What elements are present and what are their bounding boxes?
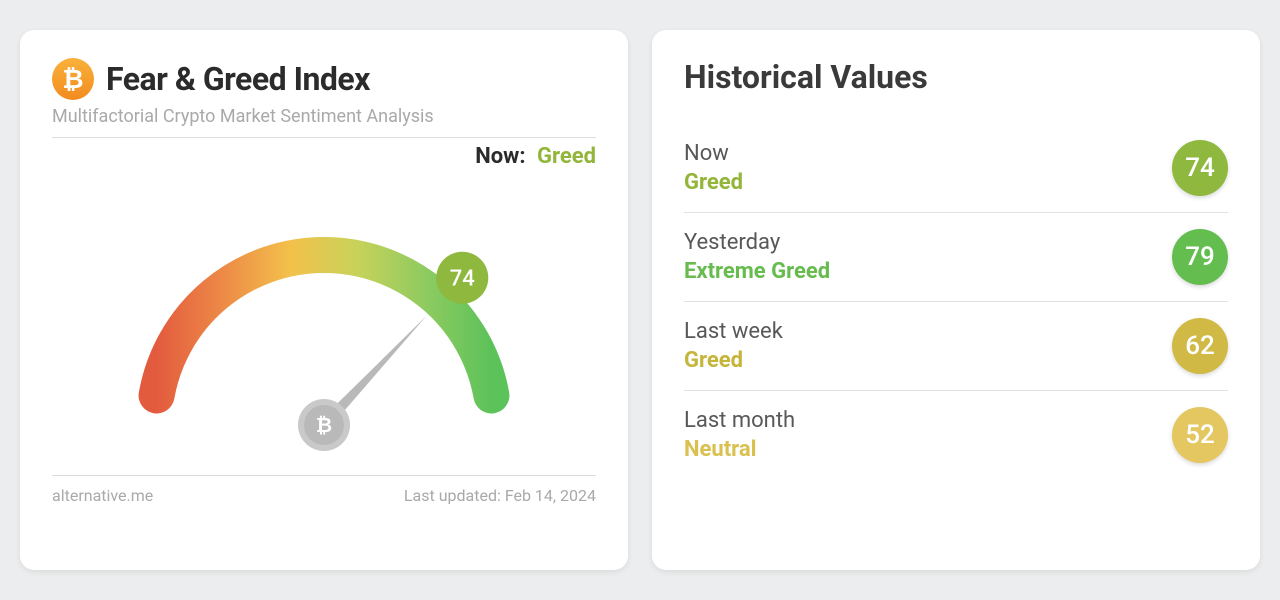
gauge: ₿ 74 [52, 175, 596, 475]
row-text: Last month Neutral [684, 408, 795, 462]
value-badge: 79 [1172, 229, 1228, 285]
row-text: Yesterday Extreme Greed [684, 230, 830, 284]
now-prefix: Now: [475, 144, 525, 169]
historical-row: Last week Greed 62 [684, 302, 1228, 391]
card-title: Fear & Greed Index [106, 60, 370, 98]
divider [52, 137, 596, 138]
row-label: Greed [684, 170, 743, 195]
gauge-card: ₿ Fear & Greed Index Multifactorial Cryp… [20, 30, 628, 570]
now-label: Greed [537, 144, 596, 169]
source-label: alternative.me [52, 486, 153, 505]
divider [52, 475, 596, 476]
historical-row: Yesterday Extreme Greed 79 [684, 213, 1228, 302]
row-label: Greed [684, 348, 783, 373]
value-badge: 52 [1172, 407, 1228, 463]
row-period: Last month [684, 408, 795, 433]
historical-list: Now Greed 74 Yesterday Extreme Greed 79 Last w… [684, 124, 1228, 479]
value-badge: 62 [1172, 318, 1228, 374]
card-footer: alternative.me Last updated: Feb 14, 202… [52, 486, 596, 505]
historical-title: Historical Values [684, 58, 1228, 96]
svg-text:₿: ₿ [316, 413, 332, 437]
row-period: Yesterday [684, 230, 830, 255]
row-text: Last week Greed [684, 319, 783, 373]
row-text: Now Greed [684, 141, 743, 195]
value-badge: 74 [1172, 140, 1228, 196]
row-label: Neutral [684, 437, 795, 462]
row-period: Now [684, 141, 743, 166]
historical-row: Now Greed 74 [684, 124, 1228, 213]
now-line: Now: Greed [52, 144, 596, 169]
card-subtitle: Multifactorial Crypto Market Sentiment A… [52, 106, 596, 127]
row-period: Last week [684, 319, 783, 344]
historical-card: Historical Values Now Greed 74 Yesterday Ext… [652, 30, 1260, 570]
svg-text:74: 74 [450, 267, 475, 292]
row-label: Extreme Greed [684, 259, 830, 284]
card-header: ₿ Fear & Greed Index [52, 58, 596, 100]
bitcoin-icon: ₿ [52, 58, 94, 100]
historical-row: Last month Neutral 52 [684, 391, 1228, 479]
last-updated: Last updated: Feb 14, 2024 [404, 486, 596, 505]
